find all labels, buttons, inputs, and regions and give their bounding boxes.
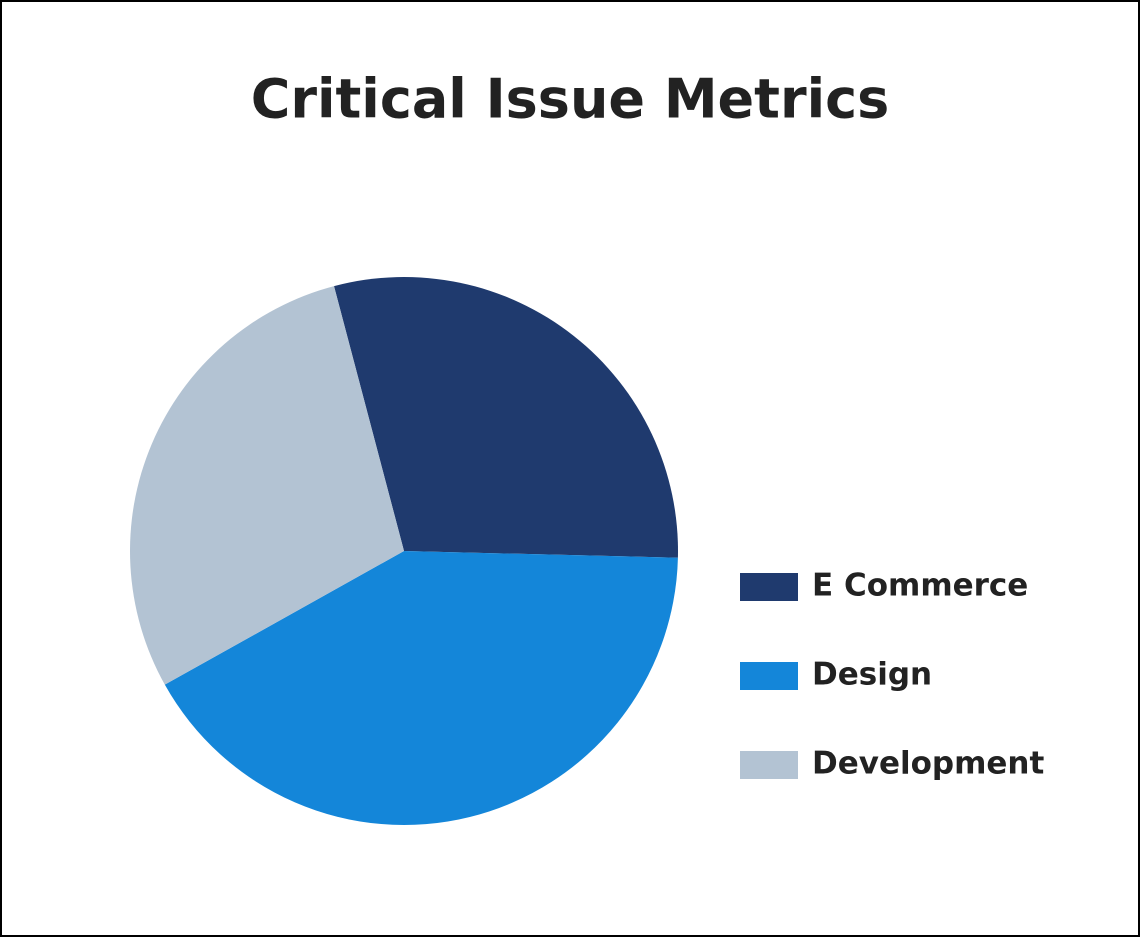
legend-label: Design [812, 657, 932, 693]
pie-slice [334, 277, 678, 558]
legend-swatch [740, 751, 798, 779]
legend-label: E Commerce [812, 568, 1028, 604]
legend-swatch [740, 573, 798, 601]
legend-label: Development [812, 746, 1044, 782]
legend-swatch [740, 662, 798, 690]
pie-slice [164, 551, 678, 825]
chart-title: Critical Issue Metrics [251, 68, 890, 131]
pie-slice [130, 286, 404, 685]
